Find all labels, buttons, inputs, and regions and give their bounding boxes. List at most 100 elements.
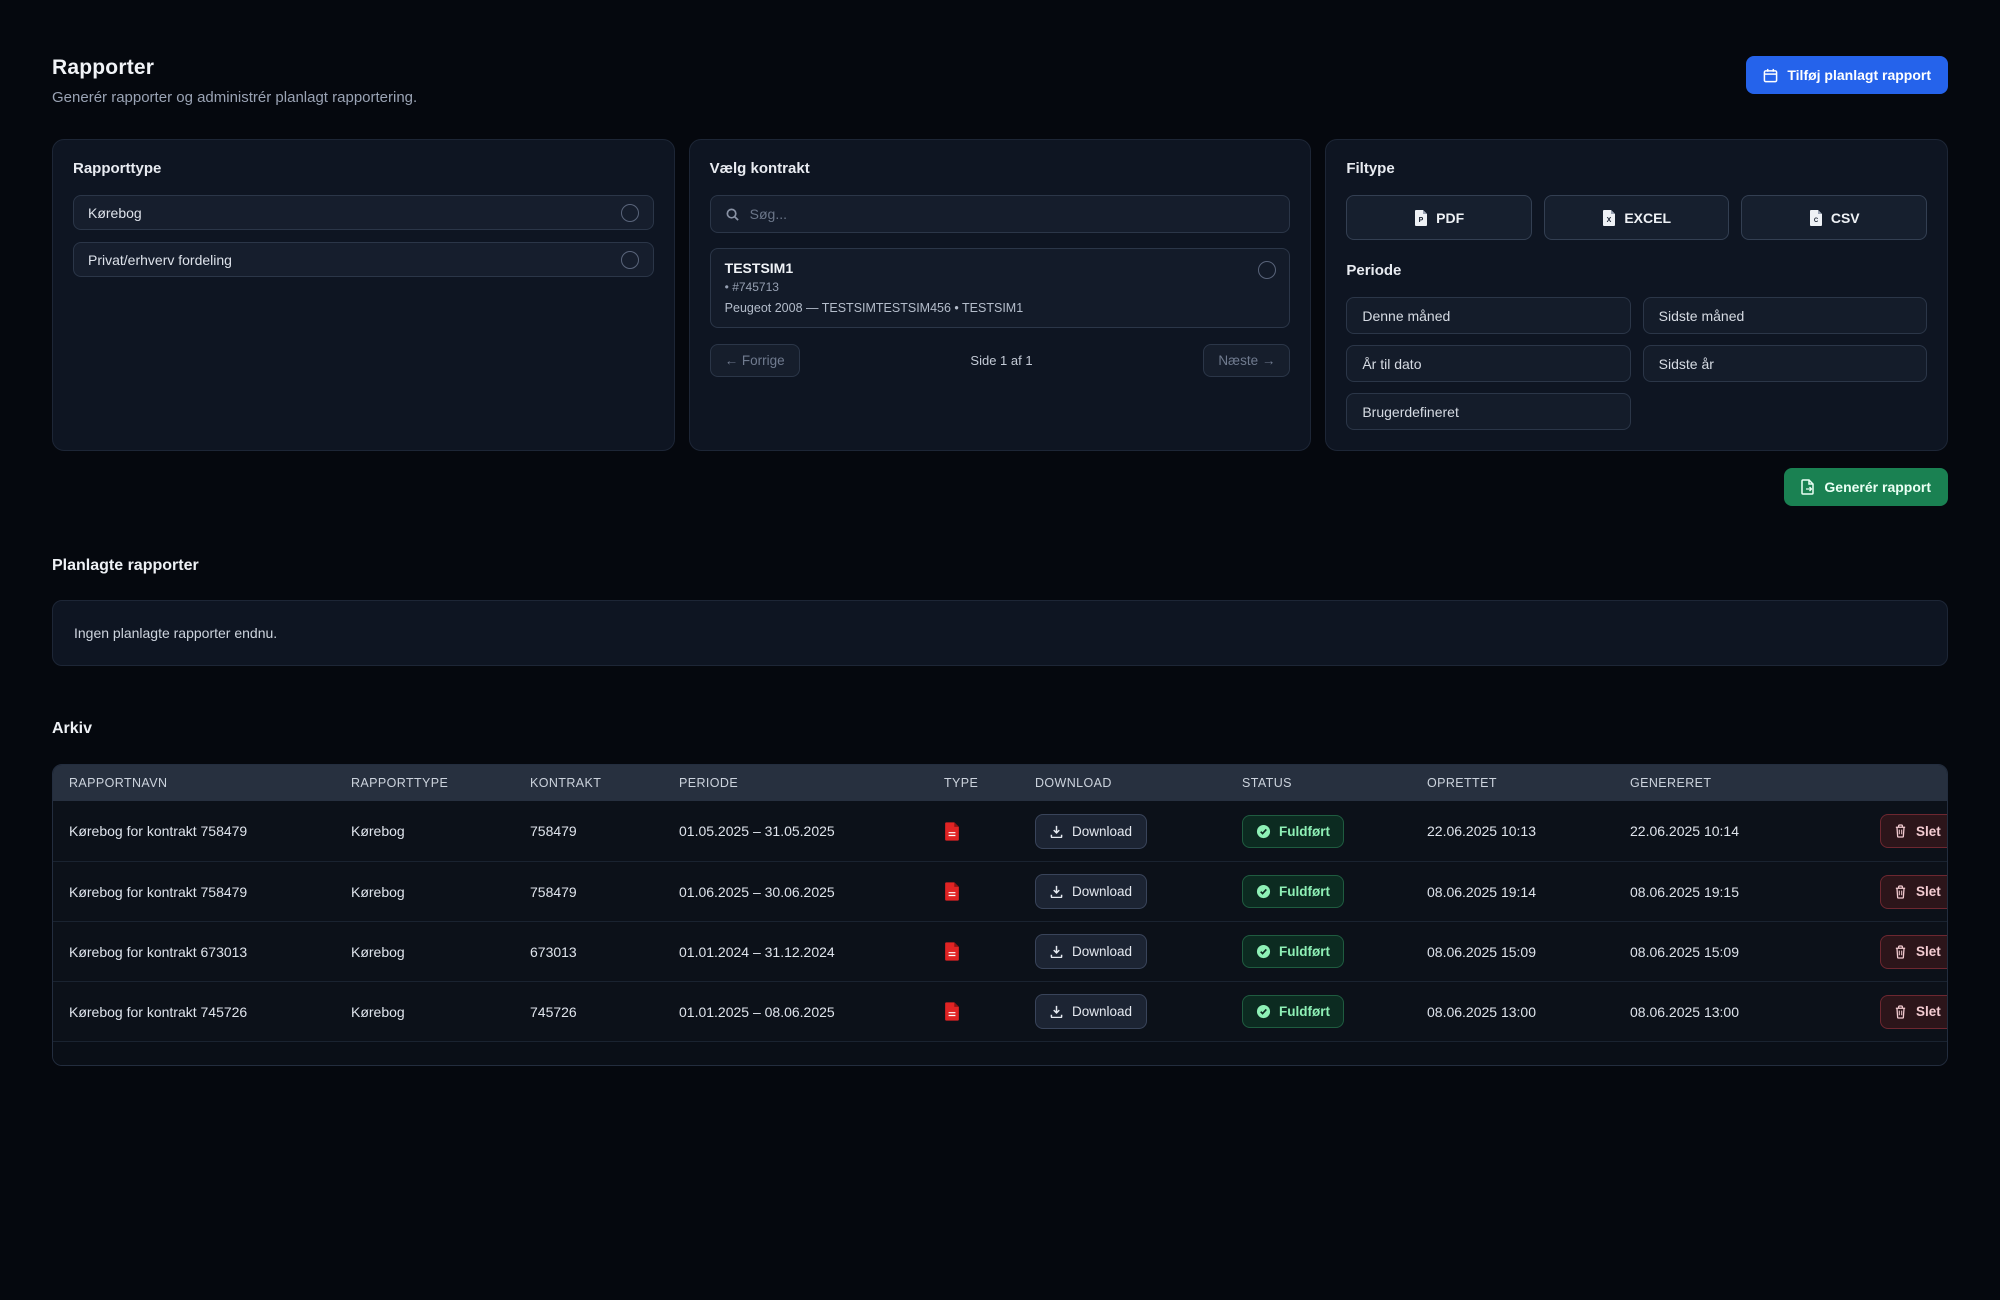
report-type-cell: Kørebog	[351, 944, 530, 960]
status-label: Fuldført	[1279, 884, 1330, 899]
archive-table-footer	[53, 1041, 1947, 1065]
generated-cell: 08.06.2025 19:15	[1630, 884, 1880, 900]
generate-row: Generér rapport	[52, 468, 1948, 506]
generate-report-button[interactable]: Generér rapport	[1784, 468, 1948, 506]
filetype-csv-label: CSV	[1831, 210, 1860, 226]
period-custom-button[interactable]: Brugerdefineret	[1346, 393, 1630, 430]
contract-cell: 673013	[530, 944, 679, 960]
report-type-cell: Kørebog	[351, 823, 530, 839]
page-title: Rapporter	[52, 56, 417, 80]
filetype-excel-label: EXCEL	[1624, 210, 1671, 226]
table-row: Kørebog for kontrakt 745726 Kørebog 7457…	[53, 981, 1947, 1041]
file-csv-icon: C	[1809, 210, 1823, 226]
table-row: Kørebog for kontrakt 758479 Kørebog 7584…	[53, 801, 1947, 861]
contract-search[interactable]	[710, 195, 1291, 233]
trash-icon	[1894, 824, 1907, 838]
col-status: STATUS	[1242, 776, 1427, 790]
col-periode: PERIODE	[679, 776, 944, 790]
pdf-file-icon	[944, 822, 1035, 841]
status-badge: Fuldført	[1242, 875, 1344, 908]
archive-table: RAPPORTNAVN RAPPORTTYPE KONTRAKT PERIODE…	[52, 764, 1948, 1066]
created-cell: 08.06.2025 13:00	[1427, 1004, 1630, 1020]
table-row: Kørebog for kontrakt 758479 Kørebog 7584…	[53, 861, 1947, 921]
period-cell: 01.01.2024 – 31.12.2024	[679, 944, 944, 960]
period-cell: 01.01.2025 – 08.06.2025	[679, 1004, 944, 1020]
status-badge: Fuldført	[1242, 995, 1344, 1028]
radio-icon[interactable]	[621, 204, 639, 222]
pdf-file-icon	[944, 942, 1035, 961]
generated-cell: 08.06.2025 15:09	[1630, 944, 1880, 960]
delete-label: Slet	[1916, 824, 1941, 839]
scheduled-reports-empty-text: Ingen planlagte rapporter endnu.	[74, 625, 277, 641]
filetype-title: Filtype	[1346, 160, 1927, 177]
report-type-title: Rapporttype	[73, 160, 654, 177]
filetype-options: P PDF X EXCEL	[1346, 195, 1927, 240]
radio-icon[interactable]	[621, 251, 639, 269]
filetype-pdf-button[interactable]: P PDF	[1346, 195, 1532, 240]
created-cell: 08.06.2025 15:09	[1427, 944, 1630, 960]
contract-card[interactable]: TESTSIM1 • #745713 Peugeot 2008 — TESTSI…	[710, 248, 1291, 328]
report-config-panels: Rapporttype Kørebog Privat/erhverv forde…	[52, 139, 1948, 451]
delete-button[interactable]: Slet	[1880, 935, 1948, 969]
filetype-csv-button[interactable]: C CSV	[1741, 195, 1927, 240]
status-label: Fuldført	[1279, 824, 1330, 839]
generated-cell: 22.06.2025 10:14	[1630, 823, 1880, 839]
calendar-icon	[1763, 68, 1778, 83]
report-name-cell: Kørebog for kontrakt 673013	[53, 944, 351, 960]
add-scheduled-report-label: Tilføj planlagt rapport	[1787, 67, 1931, 83]
reports-page: Rapporter Generér rapporter og administr…	[0, 0, 2000, 1066]
created-cell: 08.06.2025 19:14	[1427, 884, 1630, 900]
report-type-option-privat-erhverv[interactable]: Privat/erhverv fordeling	[73, 242, 654, 277]
trash-icon	[1894, 1005, 1907, 1019]
period-last-month-button[interactable]: Sidste måned	[1643, 297, 1927, 334]
report-name-cell: Kørebog for kontrakt 758479	[53, 884, 351, 900]
delete-button[interactable]: Slet	[1880, 875, 1948, 909]
report-name-cell: Kørebog for kontrakt 745726	[53, 1004, 351, 1020]
col-genereret: GENERERET	[1630, 776, 1880, 790]
status-label: Fuldført	[1279, 944, 1330, 959]
download-button[interactable]: Download	[1035, 994, 1147, 1029]
check-circle-icon	[1256, 1004, 1271, 1019]
add-scheduled-report-button[interactable]: Tilføj planlagt rapport	[1746, 56, 1948, 94]
status-label: Fuldført	[1279, 1004, 1330, 1019]
check-circle-icon	[1256, 824, 1271, 839]
contract-cell: 745726	[530, 1004, 679, 1020]
contract-cell: 758479	[530, 884, 679, 900]
download-label: Download	[1072, 884, 1132, 899]
filetype-excel-button[interactable]: X EXCEL	[1544, 195, 1730, 240]
table-row: Kørebog for kontrakt 673013 Kørebog 6730…	[53, 921, 1947, 981]
archive-table-header: RAPPORTNAVN RAPPORTTYPE KONTRAKT PERIODE…	[53, 765, 1947, 801]
report-type-option-koerebog[interactable]: Kørebog	[73, 195, 654, 230]
contract-search-input[interactable]	[750, 206, 1276, 222]
download-button[interactable]: Download	[1035, 934, 1147, 969]
download-label: Download	[1072, 824, 1132, 839]
pagination-prev-button[interactable]: ← Forrige	[710, 344, 800, 377]
created-cell: 22.06.2025 10:13	[1427, 823, 1630, 839]
pagination-info: Side 1 af 1	[970, 353, 1032, 368]
download-label: Download	[1072, 944, 1132, 959]
pdf-file-icon	[944, 882, 1035, 901]
report-type-option-label: Kørebog	[88, 205, 142, 221]
period-this-month-button[interactable]: Denne måned	[1346, 297, 1630, 334]
download-button[interactable]: Download	[1035, 814, 1147, 849]
period-year-to-date-button[interactable]: År til dato	[1346, 345, 1630, 382]
download-label: Download	[1072, 1004, 1132, 1019]
download-icon	[1050, 1005, 1063, 1018]
col-oprettet: OPRETTET	[1427, 776, 1630, 790]
col-download: DOWNLOAD	[1035, 776, 1242, 790]
contract-pagination: ← Forrige Side 1 af 1 Næste →	[710, 344, 1291, 377]
check-circle-icon	[1256, 884, 1271, 899]
delete-label: Slet	[1916, 884, 1941, 899]
svg-text:C: C	[1814, 218, 1819, 224]
generate-report-label: Generér rapport	[1824, 479, 1931, 495]
pagination-next-button[interactable]: Næste →	[1203, 344, 1290, 377]
delete-button[interactable]: Slet	[1880, 995, 1948, 1029]
filetype-panel: Filtype P PDF	[1325, 139, 1948, 451]
download-button[interactable]: Download	[1035, 874, 1147, 909]
period-last-year-button[interactable]: Sidste år	[1643, 345, 1927, 382]
radio-icon[interactable]	[1258, 261, 1276, 279]
contract-description: Peugeot 2008 — TESTSIMTESTSIM456 • TESTS…	[725, 301, 1276, 315]
delete-button[interactable]: Slet	[1880, 814, 1948, 848]
filetype-pdf-label: PDF	[1436, 210, 1464, 226]
archive-title: Arkiv	[52, 720, 1948, 738]
